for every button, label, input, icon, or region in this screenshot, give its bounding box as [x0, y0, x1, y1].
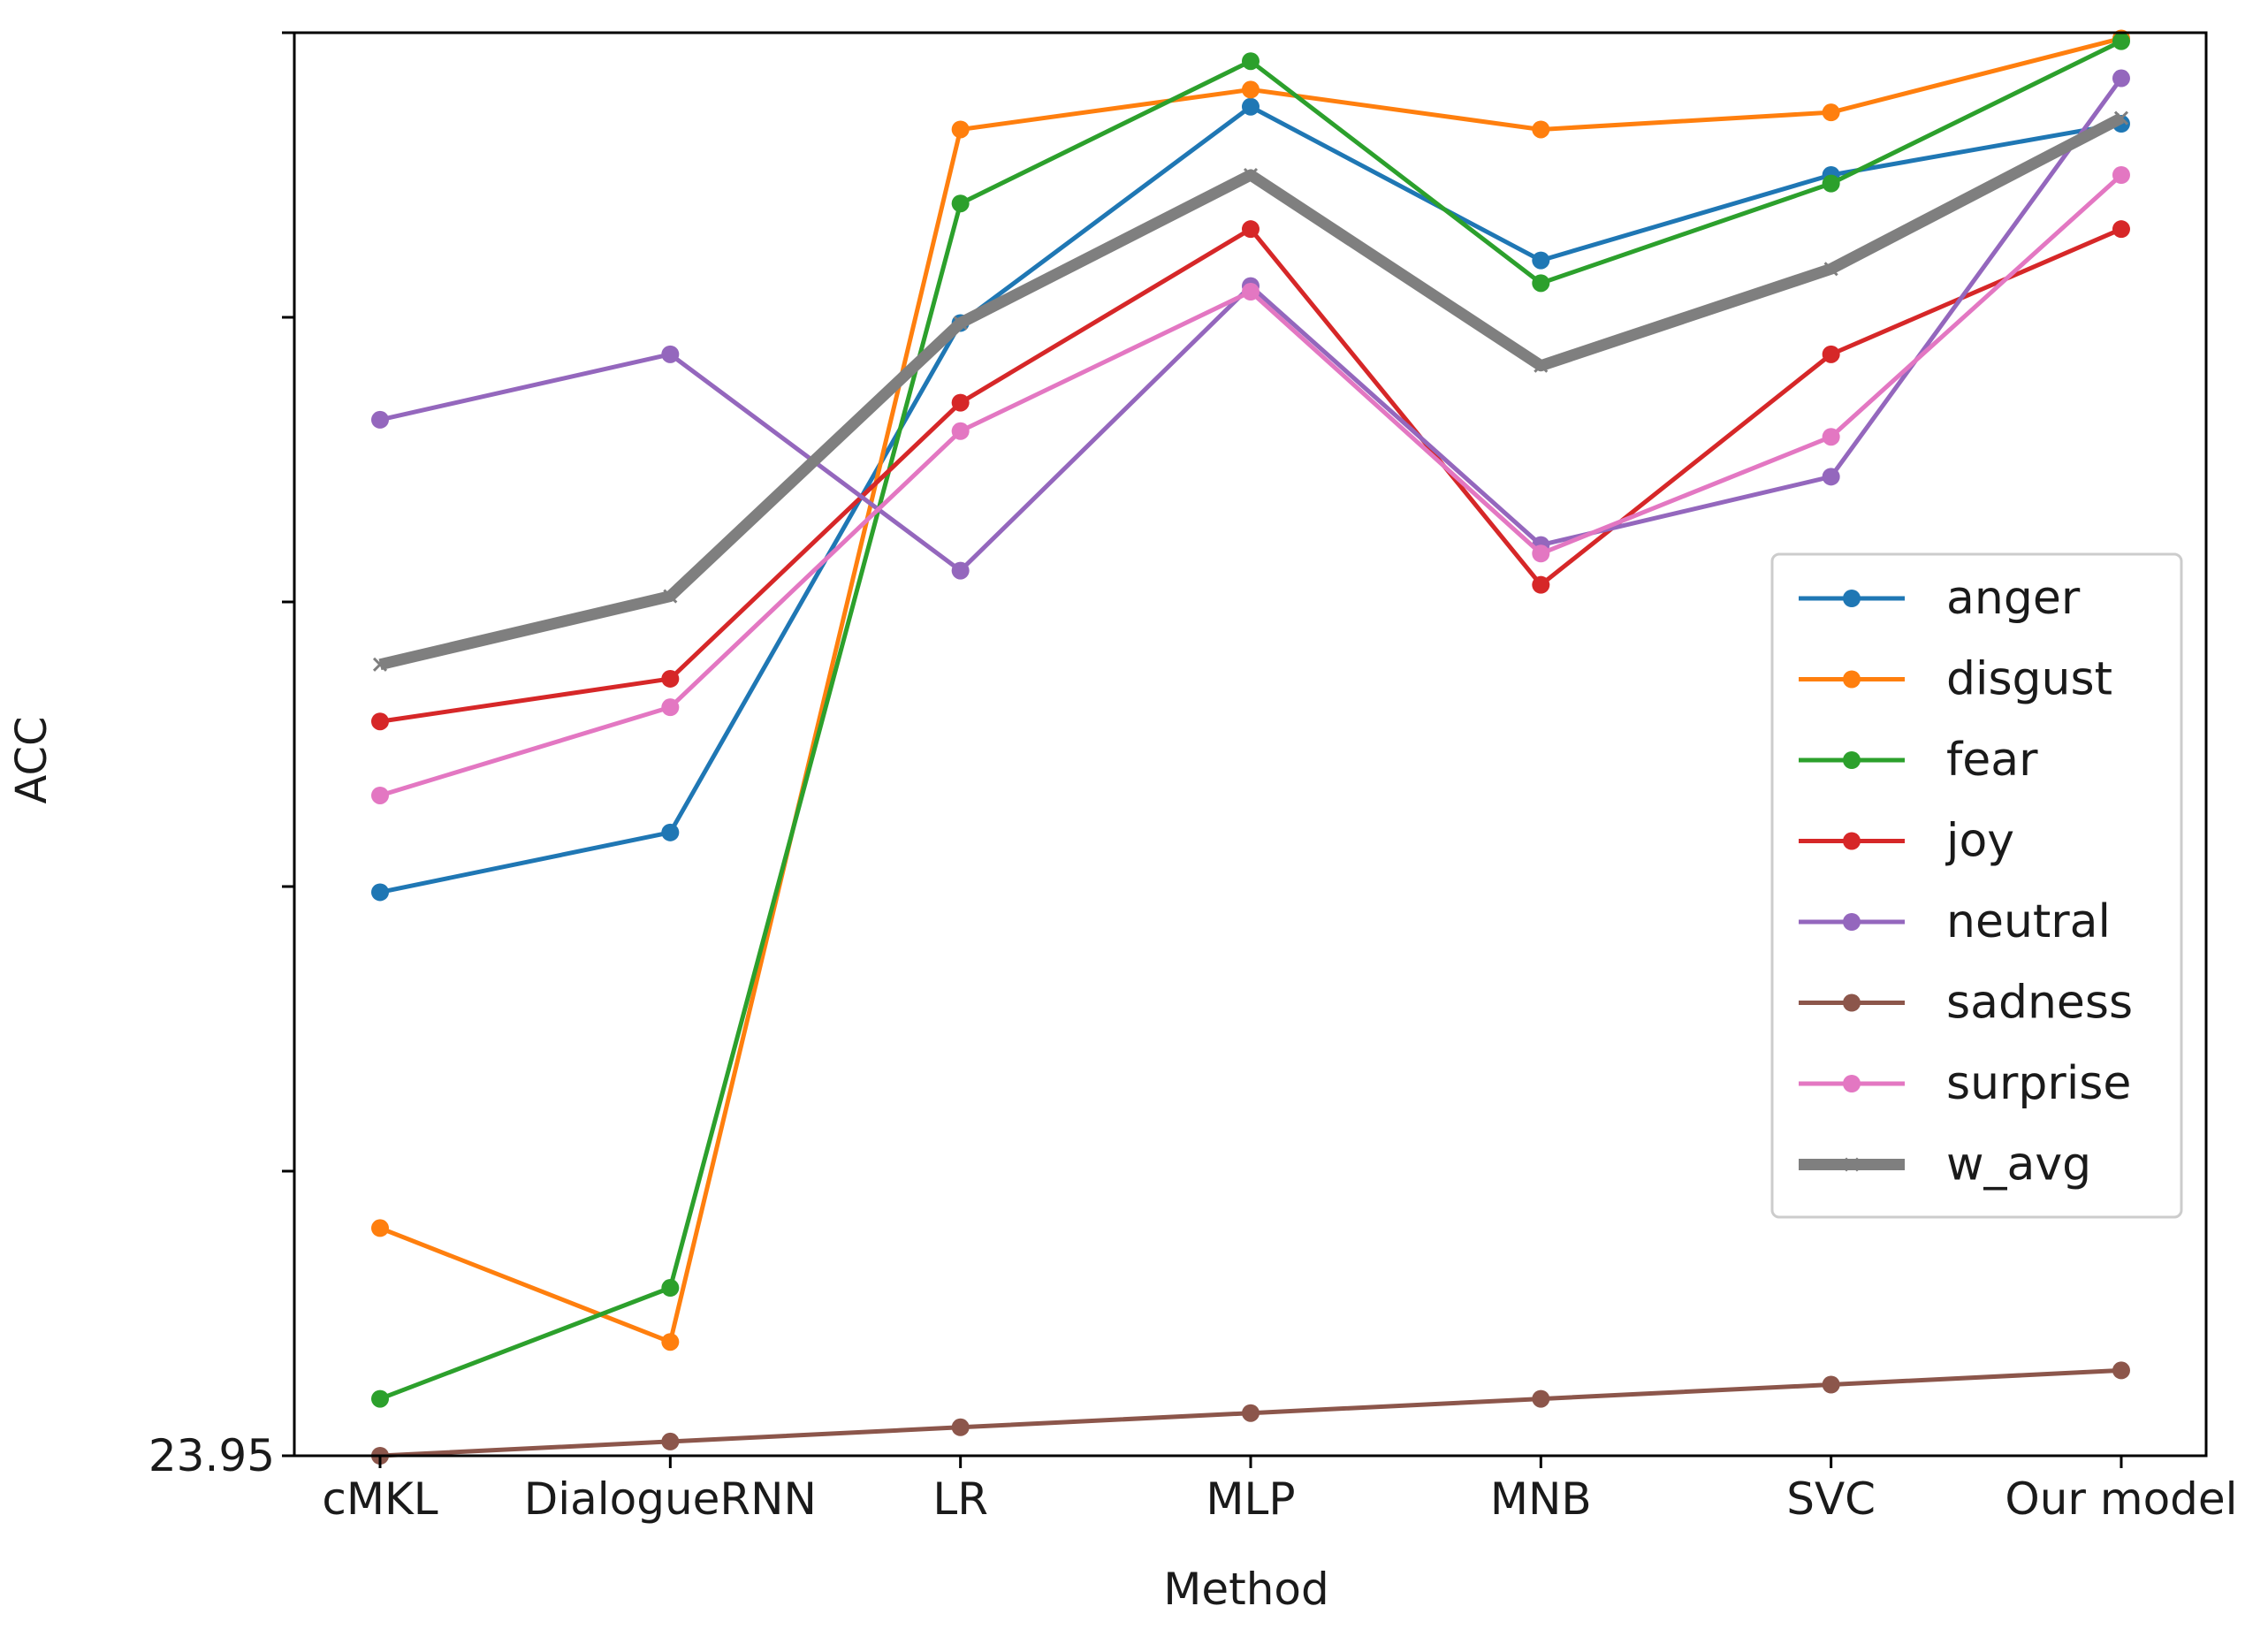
legend-marker — [1843, 751, 1861, 769]
data-point — [2113, 110, 2129, 126]
data-point — [1241, 283, 1260, 301]
y-tick-label: 23.95 — [148, 1430, 275, 1481]
axes-layer: cMKL DialogueRNN LR MLP MNB SVC Our model 23.95 — [148, 31, 2238, 1525]
data-point — [1243, 167, 1259, 183]
data-point — [1822, 428, 1840, 446]
legend-entry: anger — [1799, 572, 2081, 625]
legend-marker — [1844, 1157, 1860, 1172]
legend-entry: disgust — [1799, 653, 2112, 706]
legend-label: sadness — [1946, 977, 2133, 1030]
data-point — [951, 393, 970, 412]
data-point — [2112, 166, 2130, 184]
data-point — [1241, 52, 1260, 71]
legend-entry: w_avg — [1799, 1138, 2091, 1191]
data-point — [1532, 544, 1550, 563]
data-point — [1532, 274, 1550, 293]
data-point — [2112, 1361, 2130, 1380]
data-point — [371, 712, 389, 731]
legend-entry: joy — [1799, 815, 2014, 868]
data-point — [1822, 468, 1840, 486]
data-point — [1241, 1404, 1260, 1422]
legend-entry: fear — [1799, 734, 2038, 787]
data-point — [2112, 69, 2130, 88]
legend-marker — [1843, 993, 1861, 1012]
data-point — [1823, 262, 1838, 277]
data-point — [2112, 220, 2130, 239]
legend-entry: surprise — [1799, 1057, 2131, 1110]
data-point — [661, 669, 680, 688]
series-fear — [371, 32, 2130, 1408]
data-point — [661, 1279, 680, 1298]
x-tick-label: DialogueRNN — [524, 1473, 817, 1525]
data-point — [1532, 1389, 1550, 1408]
data-point — [2112, 32, 2130, 50]
legend: anger disgust fear joy neutral sadness surpris… — [1770, 552, 2183, 1219]
legend-marker — [1843, 1075, 1861, 1092]
data-point — [371, 786, 389, 804]
data-point — [661, 823, 680, 841]
data-point — [371, 410, 389, 429]
y-axis-label: ACC — [7, 716, 57, 803]
legend-label: anger — [1946, 572, 2081, 625]
data-point — [1241, 80, 1260, 99]
x-tick-label: MNB — [1490, 1473, 1592, 1525]
data-point — [1822, 1375, 1840, 1394]
legend-entry: neutral — [1799, 895, 2111, 948]
x-tick-label: Our model — [2005, 1473, 2237, 1525]
series-layer — [371, 29, 2130, 1465]
legend-marker — [1843, 913, 1861, 931]
x-axis-label: Method — [1163, 1564, 1329, 1615]
data-point — [951, 120, 970, 139]
data-point — [1822, 174, 1840, 193]
data-point — [1534, 358, 1549, 373]
data-point — [371, 1389, 389, 1408]
data-point — [1241, 97, 1260, 116]
legend-label: neutral — [1946, 895, 2111, 948]
data-point — [951, 422, 970, 440]
x-tick-label: LR — [932, 1473, 988, 1525]
data-point — [371, 1219, 389, 1237]
series-surprise — [371, 166, 2130, 804]
data-point — [1241, 220, 1260, 239]
data-point — [951, 561, 970, 580]
x-tick-label: MLP — [1206, 1473, 1295, 1525]
data-point — [663, 589, 678, 604]
legend-box — [1770, 552, 2183, 1219]
x-tick-label: cMKL — [322, 1473, 438, 1525]
series-sadness — [371, 1361, 2130, 1465]
data-point — [1532, 575, 1550, 594]
legend-label: fear — [1946, 734, 2038, 787]
legend-marker — [1843, 670, 1861, 689]
data-point — [372, 657, 388, 672]
legend-marker — [1843, 832, 1861, 850]
x-tick-label: SVC — [1786, 1473, 1876, 1525]
data-point — [661, 345, 680, 363]
data-point — [1822, 345, 1840, 363]
series-joy — [371, 220, 2130, 731]
legend-marker — [1843, 590, 1861, 607]
data-point — [1532, 251, 1550, 270]
data-point — [371, 883, 389, 902]
data-point — [951, 1418, 970, 1436]
legend-label: surprise — [1946, 1057, 2131, 1110]
series-w-avg — [372, 110, 2129, 672]
data-point — [661, 698, 680, 717]
data-point — [1822, 103, 1840, 122]
legend-entry: sadness — [1799, 977, 2133, 1030]
data-point — [951, 194, 970, 213]
legend-label: disgust — [1946, 653, 2112, 706]
legend-label: w_avg — [1946, 1138, 2091, 1191]
data-point — [1532, 120, 1550, 139]
data-point — [953, 316, 968, 331]
series-disgust — [371, 29, 2130, 1351]
data-point — [661, 1432, 680, 1450]
legend-label: joy — [1945, 815, 2014, 868]
data-point — [661, 1333, 680, 1351]
